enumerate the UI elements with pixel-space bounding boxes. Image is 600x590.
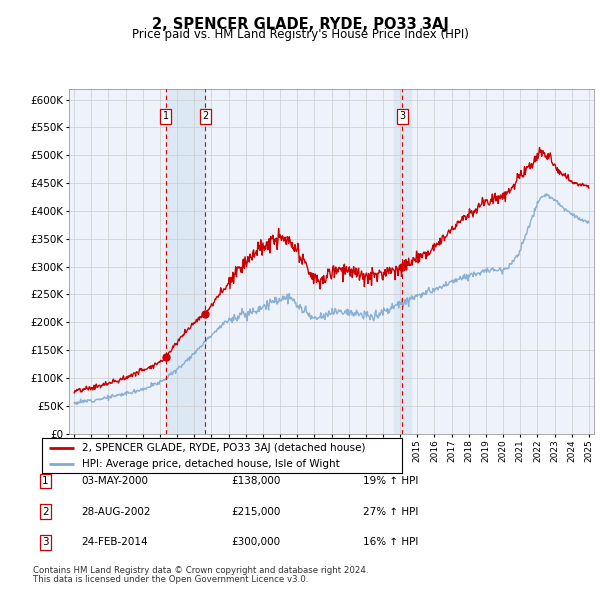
Text: £300,000: £300,000: [231, 537, 280, 547]
Bar: [166, 88, 205, 434]
Text: £215,000: £215,000: [231, 507, 280, 516]
Text: 19% ↑ HPI: 19% ↑ HPI: [363, 476, 418, 486]
Text: 2: 2: [202, 112, 209, 122]
Text: Contains HM Land Registry data © Crown copyright and database right 2024.: Contains HM Land Registry data © Crown c…: [33, 566, 368, 575]
Text: 2, SPENCER GLADE, RYDE, PO33 3AJ (detached house): 2, SPENCER GLADE, RYDE, PO33 3AJ (detach…: [82, 442, 365, 453]
Text: This data is licensed under the Open Government Licence v3.0.: This data is licensed under the Open Gov…: [33, 575, 308, 584]
Text: 3: 3: [399, 112, 405, 122]
Text: £138,000: £138,000: [231, 476, 280, 486]
Text: HPI: Average price, detached house, Isle of Wight: HPI: Average price, detached house, Isle…: [82, 460, 340, 469]
Text: 16% ↑ HPI: 16% ↑ HPI: [363, 537, 418, 547]
Text: 2, SPENCER GLADE, RYDE, PO33 3AJ: 2, SPENCER GLADE, RYDE, PO33 3AJ: [152, 17, 448, 31]
Text: 03-MAY-2000: 03-MAY-2000: [81, 476, 148, 486]
Text: 2: 2: [42, 507, 49, 516]
Text: 1: 1: [163, 112, 169, 122]
Text: 3: 3: [42, 537, 49, 547]
Text: 28-AUG-2002: 28-AUG-2002: [81, 507, 151, 516]
Text: Price paid vs. HM Land Registry's House Price Index (HPI): Price paid vs. HM Land Registry's House …: [131, 28, 469, 41]
Text: 27% ↑ HPI: 27% ↑ HPI: [363, 507, 418, 516]
Text: 1: 1: [42, 476, 49, 486]
Bar: [394, 88, 411, 434]
Text: 24-FEB-2014: 24-FEB-2014: [81, 537, 148, 547]
